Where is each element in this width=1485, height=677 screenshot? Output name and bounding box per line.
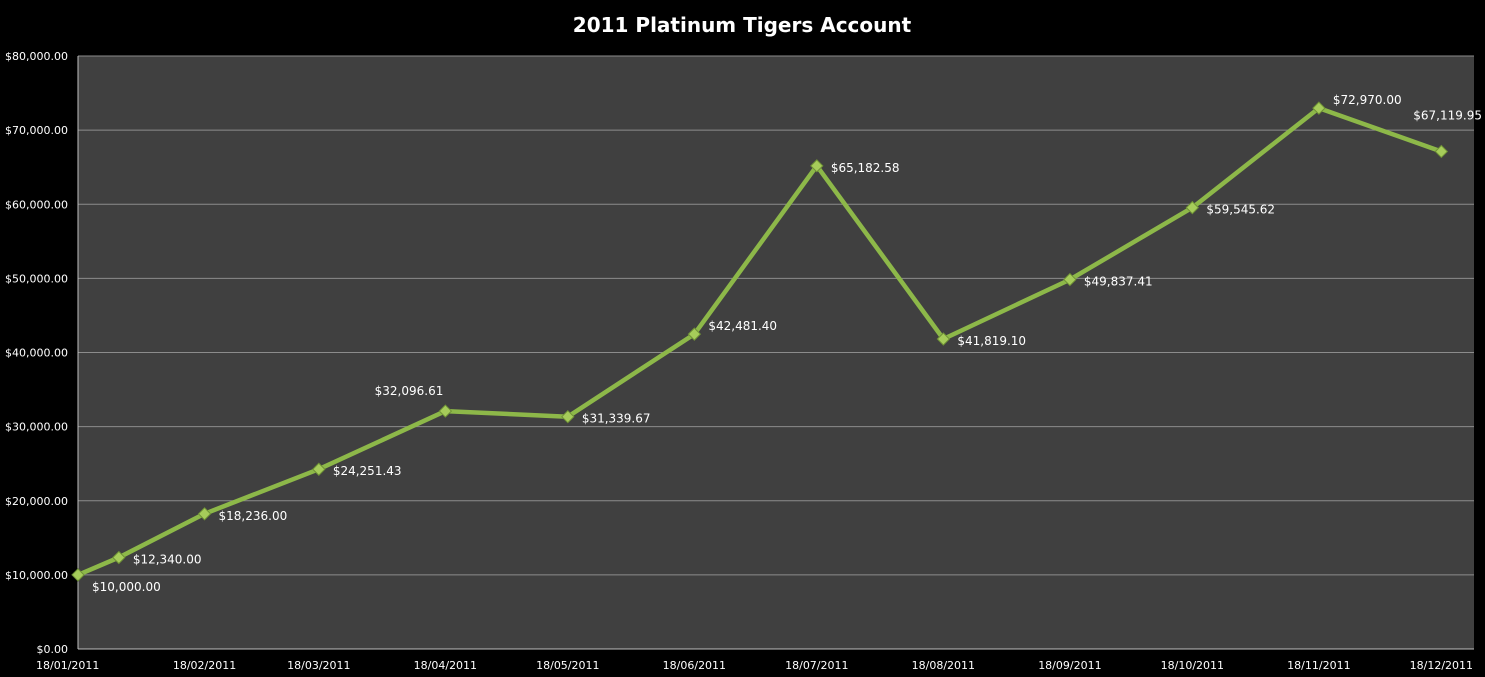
x-tick-label: 18/05/2011 [536,659,599,672]
data-label: $32,096.61 [375,384,444,398]
y-axis: $0.00 $10,000.00 $20,000.00 $30,000.00 $40,0… [5,50,68,656]
x-tick-label: 18/04/2011 [414,659,477,672]
data-point [1434,144,1449,159]
y-tick-label: $20,000.00 [5,495,68,508]
y-tick-label: $80,000.00 [5,50,68,63]
y-tick-label: $0.00 [37,643,69,656]
x-tick-label: 18/10/2011 [1161,659,1224,672]
y-tick-label: $50,000.00 [5,272,68,285]
x-tick-label: 18/01/2011 [36,659,99,672]
chart-title: 2011 Platinum Tigers Account [573,13,912,37]
data-point [312,462,326,476]
data-label: $12,340.00 [133,553,202,567]
data-label: $72,970.00 [1333,93,1402,107]
data-label: $41,819.10 [957,334,1026,348]
x-tick-label: 18/02/2011 [173,659,236,672]
x-axis: 18/01/2011 18/02/2011 18/03/2011 18/04/2011… [36,56,1474,672]
data-point [687,327,702,341]
data-point [197,507,212,521]
data-label: $59,545.62 [1206,203,1275,217]
x-tick-label: 18/11/2011 [1287,659,1350,672]
data-point [810,159,824,173]
data-label: $18,236.00 [219,509,288,523]
data-labels: $10,000.00 $12,340.00 $18,236.00 $24,251.43… [92,93,1482,594]
x-tick-label: 18/08/2011 [912,659,975,672]
data-label: $10,000.00 [92,580,161,594]
data-label: $49,837.41 [1084,275,1153,289]
y-tick-label: $30,000.00 [5,421,68,434]
data-label: $65,182.58 [831,161,900,175]
data-label: $24,251.43 [333,464,402,478]
gridlines [78,55,1474,576]
data-point [1063,272,1077,287]
data-label: $42,481.40 [708,319,777,333]
data-point [438,404,453,418]
x-tick-label: 18/09/2011 [1038,659,1101,672]
y-tick-label: $40,000.00 [5,347,68,360]
data-point [1185,200,1200,215]
data-point [936,332,951,346]
data-point [112,550,126,565]
data-label: $67,119.95 [1413,108,1482,122]
y-tick-label: $10,000.00 [5,569,68,582]
x-tick-label: 18/03/2011 [287,659,350,672]
y-tick-label: $60,000.00 [5,198,68,211]
data-label: $31,339.67 [582,412,651,426]
x-tick-label: 18/12/2011 [1410,659,1473,672]
series-account-balance [71,101,1449,582]
data-point [561,409,575,424]
x-tick-label: 18/06/2011 [663,659,726,672]
data-point [71,568,85,582]
x-tick-label: 18/07/2011 [785,659,848,672]
data-point [1312,101,1326,115]
y-tick-label: $70,000.00 [5,124,68,137]
